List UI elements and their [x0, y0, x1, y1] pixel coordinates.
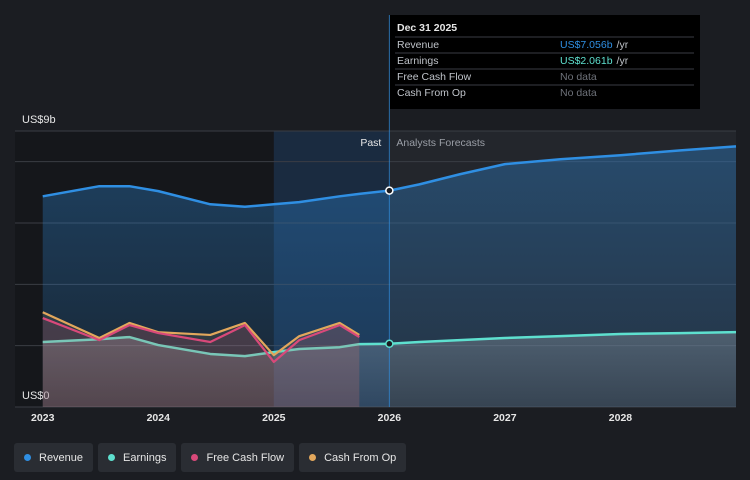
x-tick-label: 2028 — [609, 412, 633, 424]
tooltip-label: Free Cash Flow — [397, 71, 472, 83]
legend-label: Earnings — [123, 451, 167, 464]
legend-item[interactable]: Free Cash Flow — [181, 443, 295, 472]
legend: Revenue Earnings Free Cash Flow Cash From O… — [14, 443, 407, 472]
legend-swatch — [191, 454, 199, 461]
tooltip-value: No data — [560, 71, 597, 83]
legend-item[interactable]: Cash From Op — [299, 443, 407, 472]
area — [42, 318, 360, 407]
tooltip: Dec 31 2025 Revenue US$7.056b/yr Earnings US… — [390, 15, 700, 109]
legend-swatch — [309, 454, 317, 461]
x-tick-label: 2025 — [262, 412, 286, 424]
tooltip-value: US$7.056b — [560, 39, 613, 51]
area — [42, 312, 360, 407]
legend-label: Free Cash Flow — [206, 451, 285, 464]
tooltip-unit: /yr — [617, 39, 629, 51]
x-tick-label: 2027 — [493, 412, 517, 424]
line — [42, 317, 360, 364]
legend-item[interactable]: Earnings — [98, 443, 177, 472]
tooltip-label: Cash From Op — [397, 87, 466, 99]
line — [42, 311, 360, 357]
x-tick-label: 2026 — [378, 412, 402, 424]
tooltip-label: Earnings — [397, 55, 438, 67]
tooltip-value: US$2.061b — [560, 55, 613, 67]
tooltip-unit: /yr — [617, 55, 629, 67]
tooltip-value: No data — [560, 87, 597, 99]
forecast-label: Analysts Forecasts — [396, 137, 485, 149]
marker — [385, 339, 394, 349]
legend-item[interactable]: Revenue — [14, 443, 94, 472]
x-tick-label: 2024 — [147, 412, 171, 424]
legend-swatch — [108, 454, 116, 461]
legend-swatch — [24, 454, 31, 461]
line — [42, 330, 737, 358]
line — [42, 145, 737, 208]
marker — [385, 186, 394, 195]
tooltip-label: Revenue — [397, 39, 439, 51]
legend-label: Cash From Op — [324, 451, 397, 464]
tooltip-date: Dec 31 2025 — [397, 22, 457, 34]
legend-label: Revenue — [39, 451, 84, 464]
tooltip-box — [390, 15, 700, 109]
y-tick-label: US$9b — [22, 114, 56, 126]
past-label: Past — [360, 137, 381, 149]
x-tick-label: 2023 — [31, 412, 55, 424]
y-tick-label: US$0 — [22, 390, 50, 402]
chart: US$0 US$9b 2023 2024 2025 2026 2027 2028 Past Ana… — [15, 15, 737, 424]
